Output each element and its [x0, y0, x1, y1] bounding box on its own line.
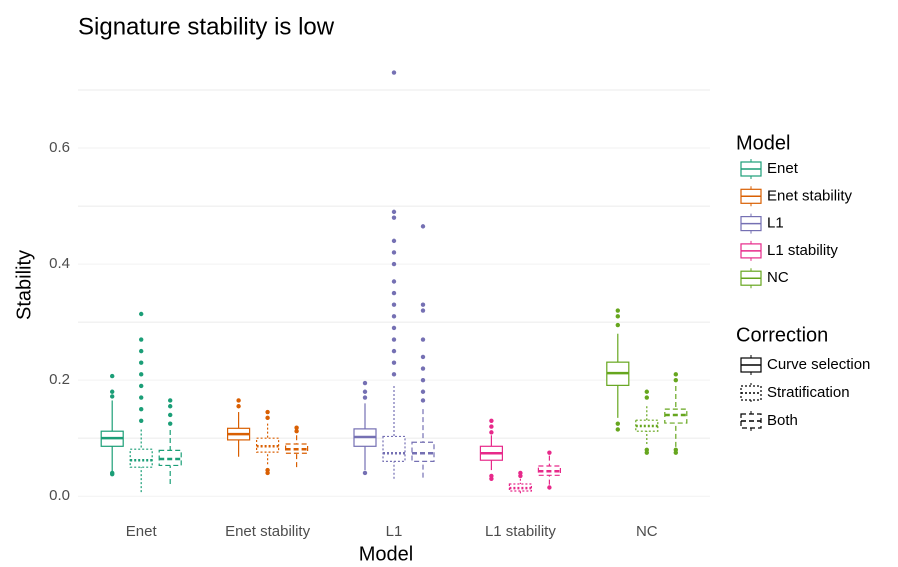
outlier — [168, 398, 173, 403]
outlier — [391, 279, 397, 284]
outlier — [362, 380, 368, 386]
outlier — [236, 404, 241, 409]
y-tick-label: 0.6 — [49, 139, 70, 156]
outlier — [644, 450, 649, 455]
outlier — [294, 425, 299, 430]
outlier — [110, 471, 115, 477]
legend-label: Enet — [767, 160, 799, 177]
legend-label: NC — [767, 269, 789, 286]
outlier — [391, 209, 397, 215]
box — [508, 483, 532, 492]
outlier — [489, 476, 494, 481]
box — [382, 435, 406, 462]
outlier — [391, 325, 397, 331]
outlier — [547, 485, 552, 490]
chart-title: Signature stability is low — [78, 13, 335, 40]
legend-label: Curve selection — [767, 356, 870, 373]
x-tick-label: Enet stability — [225, 523, 311, 540]
outlier — [294, 429, 299, 434]
outlier — [420, 302, 426, 307]
outlier — [420, 389, 426, 394]
outlier — [489, 430, 494, 435]
outlier — [615, 421, 620, 426]
outlier — [391, 337, 397, 342]
outlier — [547, 450, 552, 455]
legend-label: L1 — [767, 215, 784, 232]
outlier — [391, 290, 397, 296]
legend-title: Correction — [736, 324, 828, 346]
outlier — [362, 395, 368, 400]
outlier — [644, 389, 649, 394]
outlier — [139, 348, 144, 354]
box — [129, 448, 153, 468]
outlier — [362, 470, 368, 476]
outlier — [615, 427, 620, 432]
legend-title: Model — [736, 132, 790, 154]
x-axis-label: Model — [359, 543, 413, 565]
outlier — [391, 238, 397, 244]
outlier — [391, 70, 397, 75]
outlier — [518, 473, 523, 479]
outlier — [391, 314, 397, 319]
legend-label: Both — [767, 412, 798, 429]
outlier — [420, 354, 426, 360]
outlier — [489, 418, 494, 423]
legend-label: L1 stability — [767, 242, 838, 259]
outlier — [391, 372, 397, 377]
outlier — [391, 215, 397, 220]
outlier — [265, 409, 270, 415]
outlier — [615, 322, 620, 328]
outlier — [489, 424, 494, 429]
outlier — [391, 348, 397, 354]
outlier — [139, 406, 144, 412]
outlier — [110, 394, 115, 399]
outlier — [236, 398, 241, 403]
outlier — [362, 389, 368, 394]
y-tick-label: 0.0 — [49, 487, 70, 504]
box — [411, 441, 435, 462]
outlier — [420, 366, 426, 371]
outlier — [391, 302, 397, 307]
outlier — [391, 360, 397, 365]
outlier — [644, 395, 649, 400]
y-tick-label: 0.4 — [49, 255, 70, 272]
outlier — [168, 404, 173, 409]
legend-label: Stratification — [767, 384, 850, 401]
outlier — [168, 421, 173, 426]
outlier — [139, 395, 144, 400]
legend-label: Enet stability — [767, 187, 853, 204]
outlier — [139, 383, 144, 389]
x-tick-label: L1 stability — [485, 523, 556, 540]
outlier — [420, 398, 426, 403]
box — [635, 419, 659, 432]
outlier — [615, 308, 620, 313]
y-axis-label: Stability — [13, 250, 35, 320]
outlier — [673, 372, 678, 377]
outlier — [391, 261, 397, 267]
outlier — [265, 415, 270, 421]
y-tick-label: 0.2 — [49, 371, 70, 388]
outlier — [139, 311, 144, 317]
outlier — [615, 314, 620, 319]
outlier — [420, 224, 426, 229]
outlier — [139, 372, 144, 377]
outlier — [420, 377, 426, 383]
outlier — [139, 337, 144, 342]
outlier — [673, 377, 678, 383]
outlier — [420, 337, 426, 342]
outlier — [168, 412, 173, 418]
outlier — [110, 373, 115, 379]
outlier — [673, 450, 678, 455]
box — [256, 437, 280, 453]
outlier — [139, 418, 144, 423]
outlier — [265, 470, 270, 476]
x-tick-label: NC — [636, 523, 658, 540]
x-tick-label: Enet — [126, 523, 158, 540]
outlier — [420, 308, 426, 313]
outlier — [139, 360, 144, 365]
outlier — [391, 250, 397, 255]
x-tick-label: L1 — [386, 523, 403, 540]
outlier — [110, 389, 115, 394]
